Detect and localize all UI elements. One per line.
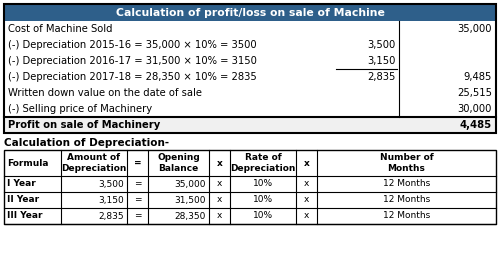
Text: (-) Selling price of Machinery: (-) Selling price of Machinery: [8, 104, 152, 114]
Text: 3,500: 3,500: [368, 40, 396, 50]
Text: 30,000: 30,000: [458, 104, 492, 114]
Text: Number of
Months: Number of Months: [380, 153, 434, 173]
FancyBboxPatch shape: [4, 192, 496, 208]
Text: =: =: [134, 179, 141, 189]
Text: 28,350: 28,350: [175, 211, 206, 221]
Text: I Year: I Year: [7, 179, 36, 189]
Text: (-) Depreciation 2017-18 = 28,350 × 10% = 2835: (-) Depreciation 2017-18 = 28,350 × 10% …: [8, 72, 257, 82]
Text: Calculation of profit/loss on sale of Machine: Calculation of profit/loss on sale of Ma…: [116, 7, 384, 18]
Text: 31,500: 31,500: [174, 195, 206, 205]
Text: 2,835: 2,835: [368, 72, 396, 82]
Text: 3,500: 3,500: [98, 179, 124, 189]
FancyBboxPatch shape: [4, 176, 496, 192]
Text: Calculation of Depreciation-: Calculation of Depreciation-: [4, 138, 169, 148]
FancyBboxPatch shape: [4, 21, 496, 37]
Text: 35,000: 35,000: [174, 179, 206, 189]
Text: Rate of
Depreciation: Rate of Depreciation: [230, 153, 296, 173]
FancyBboxPatch shape: [4, 85, 496, 101]
Text: 10%: 10%: [253, 195, 273, 205]
Text: II Year: II Year: [7, 195, 39, 205]
Text: =: =: [134, 195, 141, 205]
Text: 10%: 10%: [253, 179, 273, 189]
FancyBboxPatch shape: [4, 117, 496, 133]
Text: x: x: [217, 179, 222, 189]
Text: =: =: [134, 211, 141, 221]
Text: Formula: Formula: [7, 159, 48, 167]
Text: x: x: [304, 211, 310, 221]
Text: (-) Depreciation 2016-17 = 31,500 × 10% = 3150: (-) Depreciation 2016-17 = 31,500 × 10% …: [8, 56, 257, 66]
Text: 10%: 10%: [253, 211, 273, 221]
Text: Cost of Machine Sold: Cost of Machine Sold: [8, 24, 113, 34]
Text: x: x: [304, 195, 310, 205]
FancyBboxPatch shape: [4, 101, 496, 117]
Text: =: =: [134, 159, 141, 167]
Text: (-) Depreciation 2015-16 = 35,000 × 10% = 3500: (-) Depreciation 2015-16 = 35,000 × 10% …: [8, 40, 256, 50]
FancyBboxPatch shape: [4, 53, 496, 69]
Text: 35,000: 35,000: [458, 24, 492, 34]
FancyBboxPatch shape: [4, 4, 496, 21]
Text: III Year: III Year: [7, 211, 43, 221]
Text: x: x: [304, 159, 310, 167]
Text: 12 Months: 12 Months: [383, 179, 430, 189]
FancyBboxPatch shape: [4, 37, 496, 53]
Text: 9,485: 9,485: [464, 72, 492, 82]
Text: 12 Months: 12 Months: [383, 211, 430, 221]
Text: Amount of
Depreciation: Amount of Depreciation: [61, 153, 126, 173]
Text: Opening
Balance: Opening Balance: [157, 153, 200, 173]
FancyBboxPatch shape: [4, 208, 496, 224]
Text: 25,515: 25,515: [457, 88, 492, 98]
Text: 3,150: 3,150: [98, 195, 124, 205]
Text: 2,835: 2,835: [98, 211, 124, 221]
Text: Written down value on the date of sale: Written down value on the date of sale: [8, 88, 202, 98]
Text: x: x: [304, 179, 310, 189]
FancyBboxPatch shape: [4, 150, 496, 176]
FancyBboxPatch shape: [4, 69, 496, 85]
Text: 3,150: 3,150: [368, 56, 396, 66]
Text: x: x: [216, 159, 222, 167]
Text: x: x: [217, 211, 222, 221]
Text: 12 Months: 12 Months: [383, 195, 430, 205]
Text: 4,485: 4,485: [460, 120, 492, 130]
Text: Profit on sale of Machinery: Profit on sale of Machinery: [8, 120, 160, 130]
Text: x: x: [217, 195, 222, 205]
